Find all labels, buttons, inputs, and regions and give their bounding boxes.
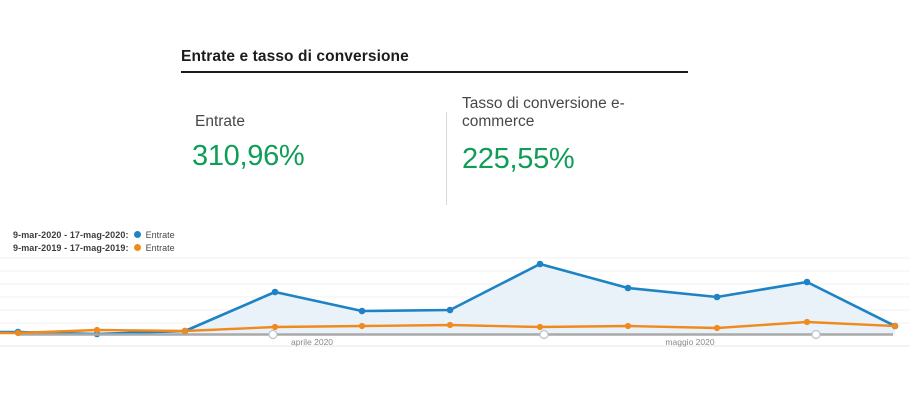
- primary-data-point[interactable]: [713, 293, 721, 301]
- comparison-series-line: [0, 320, 897, 335]
- comparison-data-point[interactable]: [93, 326, 101, 334]
- series-color-dot-blue: [133, 231, 141, 238]
- month-tick-label: maggio 2020: [665, 337, 714, 347]
- metric-divider: [446, 112, 447, 205]
- metric-conversion-rate-value: 225,55%: [462, 143, 575, 175]
- comparison-data-point[interactable]: [624, 322, 632, 330]
- metric-entrate-value: 310,96%: [192, 140, 305, 172]
- chart-legend: 9-mar-2020 - 17-mag-2020: Entrate 9-mar-…: [13, 228, 175, 254]
- comparison-data-point[interactable]: [181, 327, 189, 335]
- primary-data-point[interactable]: [358, 307, 366, 315]
- comparison-data-point[interactable]: [713, 324, 721, 332]
- legend-date-range: 9-mar-2019 - 17-mag-2019:: [13, 242, 129, 253]
- comparison-data-point[interactable]: [358, 322, 366, 330]
- timeline-chart[interactable]: aprile 2020 maggio 2020: [0, 253, 910, 363]
- timeline-handle[interactable]: [268, 329, 278, 340]
- legend-row-current-period: 9-mar-2020 - 17-mag-2020: Entrate: [13, 228, 175, 241]
- comparison-data-point[interactable]: [803, 318, 811, 326]
- comparison-data-point[interactable]: [14, 329, 22, 337]
- comparison-data-point[interactable]: [446, 321, 454, 329]
- primary-data-point[interactable]: [536, 260, 544, 268]
- legend-series-label: Entrate: [145, 229, 175, 240]
- primary-data-point[interactable]: [803, 278, 811, 286]
- month-tick-label: aprile 2020: [291, 337, 333, 347]
- legend-series-label: Entrate: [145, 242, 175, 253]
- report-title: Entrate e tasso di conversione: [181, 48, 409, 65]
- primary-data-point[interactable]: [624, 284, 632, 292]
- series-color-dot-orange: [133, 244, 141, 251]
- timeline-chart-svg: aprile 2020 maggio 2020: [0, 257, 910, 347]
- primary-data-point[interactable]: [446, 306, 454, 314]
- primary-series-area: [0, 264, 895, 334]
- comparison-data-point[interactable]: [271, 323, 279, 331]
- metric-entrate-label: Entrate: [195, 113, 245, 130]
- timeline-handle[interactable]: [811, 329, 821, 340]
- comparison-data-point[interactable]: [536, 323, 544, 331]
- metric-conversion-rate-label: Tasso di conversione e-commerce: [462, 95, 625, 130]
- comparison-data-point[interactable]: [891, 322, 899, 330]
- legend-date-range: 9-mar-2020 - 17-mag-2020:: [13, 229, 129, 240]
- report-header: Entrate e tasso di conversione: [181, 48, 688, 73]
- legend-row-comparison-period: 9-mar-2019 - 17-mag-2019: Entrate: [13, 241, 175, 254]
- timeline-handle[interactable]: [539, 329, 549, 340]
- primary-data-point[interactable]: [271, 288, 279, 296]
